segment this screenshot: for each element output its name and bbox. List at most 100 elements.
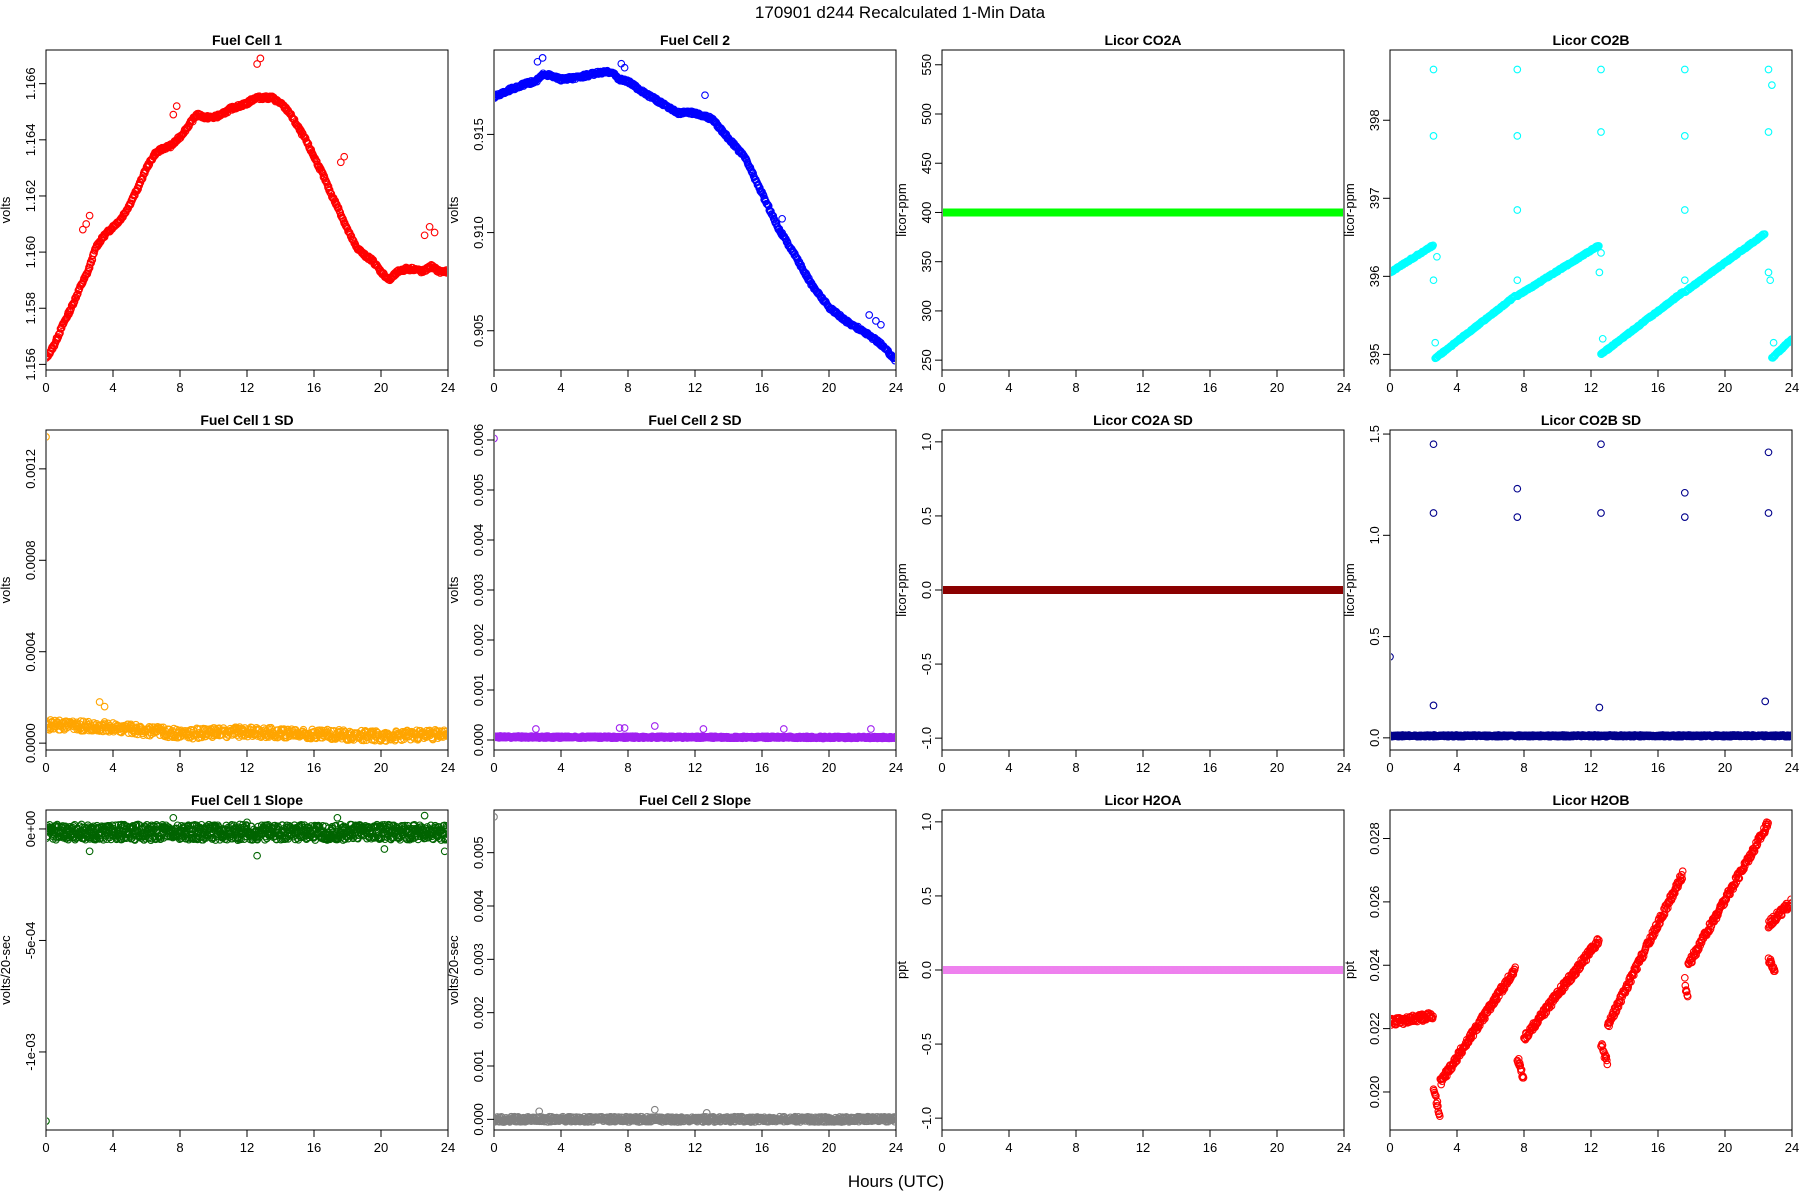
outlier-point: [1597, 128, 1605, 136]
outlier-point: [425, 222, 434, 231]
x-tick-label: 8: [176, 760, 183, 775]
outlier-point: [872, 317, 880, 325]
y-tick-label: 0.005: [471, 474, 486, 507]
outlier-point: [430, 228, 439, 237]
data-point: [73, 289, 82, 298]
outlier-point: [1513, 206, 1522, 214]
data-point: [67, 304, 75, 313]
data-point: [1595, 242, 1603, 250]
x-tick-label: 24: [441, 380, 455, 395]
outlier-point: [533, 57, 542, 66]
x-tick-label: 4: [109, 760, 116, 775]
outlier-point: [701, 91, 709, 100]
data-point: [56, 329, 64, 337]
outlier-point: [1429, 132, 1438, 140]
figure-title: 170901 d244 Recalculated 1-Min Data: [755, 3, 1046, 22]
data-point: [70, 297, 79, 306]
outlier-point: [1764, 268, 1773, 277]
outlier-point: [620, 63, 629, 72]
panel-title: Licor CO2B: [1552, 32, 1629, 48]
outlier-point: [1383, 289, 1390, 296]
y-tick-label: 300: [919, 300, 934, 322]
x-tick-label: 0: [42, 760, 49, 775]
y-tick-label: 500: [919, 103, 934, 125]
y-tick-label: 400: [919, 202, 934, 224]
outlier-point: [169, 110, 178, 119]
data-point: [410, 734, 419, 743]
y-tick-label: 1.164: [23, 124, 38, 157]
x-tick-label: 4: [1005, 380, 1012, 395]
x-tick-label: 4: [557, 380, 564, 395]
outlier-point: [47, 433, 50, 441]
x-tick-label: 12: [1584, 380, 1598, 395]
series-points: [47, 433, 447, 745]
data-point: [84, 717, 93, 726]
plot-frame: [493, 49, 897, 371]
y-tick-label: 395: [1367, 344, 1382, 366]
panel-0: Fuel Cell 10 4 8 12 16 20 241.1561.1581.1601.1…: [0, 32, 455, 395]
outlier-point: [1680, 276, 1689, 285]
x-tick-label: 12: [240, 760, 254, 775]
data-point: [891, 354, 895, 362]
y-tick-label: 450: [919, 152, 934, 174]
y-tick-label: 0.001: [471, 674, 486, 707]
y-tick-label: 0.910: [471, 216, 486, 249]
x-tick-label: 0: [1386, 380, 1393, 395]
x-tick-label: 4: [1453, 380, 1460, 395]
outlier-point: [1433, 252, 1441, 261]
x-tick-label: 24: [889, 760, 903, 775]
x-tick-label: 0: [490, 760, 497, 775]
outlier-point: [420, 231, 429, 240]
plot-frame: [1389, 49, 1793, 371]
outlier-point: [85, 211, 94, 220]
x-tick-label: 8: [1072, 380, 1079, 395]
outlier-point: [1513, 132, 1522, 140]
outlier-point: [256, 54, 265, 63]
x-tick-label: 16: [1203, 380, 1217, 395]
data-point: [136, 178, 145, 187]
data-point: [347, 232, 356, 240]
y-tick-label: 1.166: [23, 67, 38, 100]
outlier-point: [1431, 338, 1440, 347]
data-point: [441, 267, 447, 276]
x-tick-label: 16: [307, 380, 321, 395]
outlier-point: [1766, 276, 1775, 285]
y-tick-label: 0.004: [471, 524, 486, 557]
y-tick-label: 0.002: [471, 624, 486, 657]
data-point: [443, 269, 447, 277]
outlier-point: [1764, 128, 1773, 136]
outlier-point: [336, 158, 345, 167]
y-tick-label: 1.160: [23, 236, 38, 269]
y-tick-label: 396: [1367, 265, 1382, 287]
x-tick-label: 4: [557, 760, 564, 775]
y-tick-label: 1.156: [23, 348, 38, 381]
x-tick-label: 16: [307, 760, 321, 775]
x-tick-label: 8: [1520, 380, 1527, 395]
data-point: [442, 731, 447, 740]
y-tick-label: 350: [919, 251, 934, 273]
series-points: [495, 434, 895, 743]
plot-frame: [45, 49, 449, 371]
outlier-point: [95, 698, 104, 706]
x-tick-label: 8: [624, 760, 631, 775]
panel-1: Fuel Cell 20 4 8 12 16 20 240.9050.9100.915vol…: [446, 32, 903, 395]
x-tick-label: 24: [1785, 380, 1799, 395]
y-tick-label: 0.006: [471, 424, 486, 457]
y-tick-label: 1.162: [23, 180, 38, 213]
y-axis-label: licor-ppm: [1342, 183, 1357, 236]
outlier-point: [340, 152, 349, 161]
x-tick-label: 12: [688, 380, 702, 395]
series-points: [495, 54, 895, 365]
x-tick-label: 12: [688, 760, 702, 775]
y-tick-label: 397: [1367, 187, 1382, 209]
data-point: [1786, 337, 1791, 345]
data-point: [443, 730, 447, 738]
outlier-point: [1595, 268, 1604, 277]
outlier-point: [778, 214, 786, 223]
x-tick-label: 24: [889, 380, 903, 395]
x-tick-label: 0: [42, 380, 49, 395]
data-point: [890, 353, 895, 362]
